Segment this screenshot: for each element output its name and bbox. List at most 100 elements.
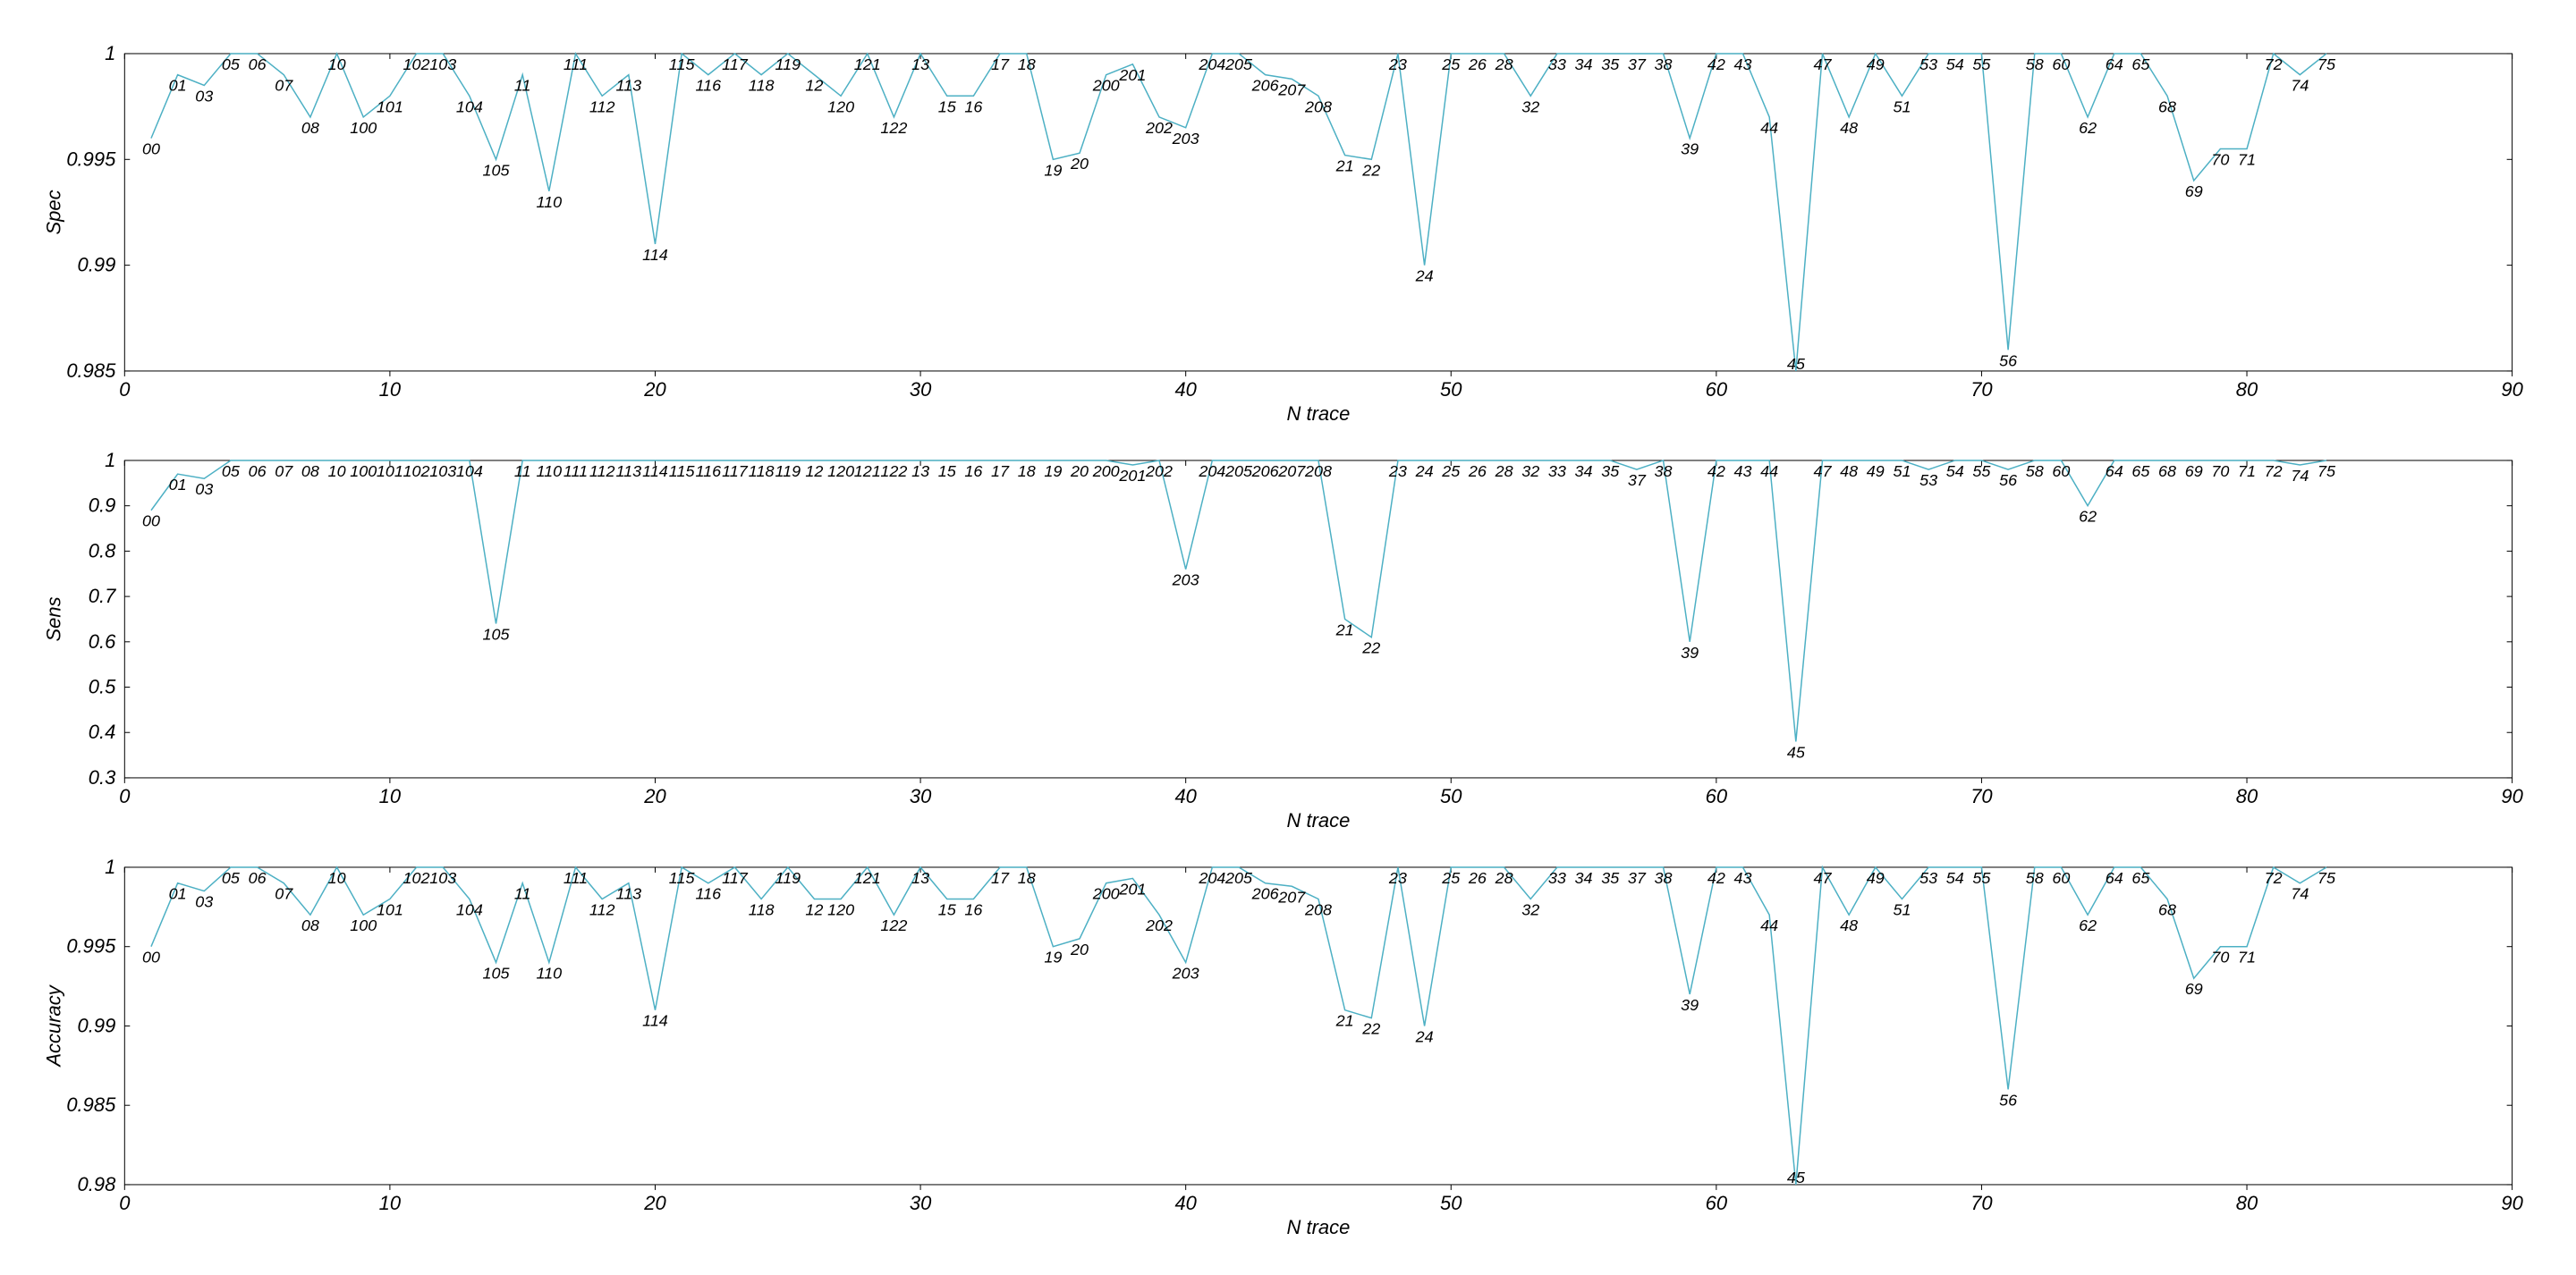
point-label: 03 — [195, 87, 213, 105]
point-label: 11 — [514, 462, 531, 480]
point-label: 13 — [911, 462, 929, 480]
point-label: 55 — [1972, 869, 1991, 887]
point-label: 18 — [1018, 462, 1036, 480]
x-tick-label: 80 — [2236, 785, 2258, 807]
point-label: 114 — [642, 246, 668, 264]
point-label: 110 — [537, 462, 563, 480]
point-label: 34 — [1575, 462, 1593, 480]
x-tick-label: 40 — [1174, 1192, 1197, 1214]
point-label: 43 — [1734, 55, 1752, 73]
x-tick-label: 60 — [1706, 378, 1728, 401]
x-axis-label: N trace — [1287, 1216, 1351, 1238]
point-label: 58 — [2026, 55, 2044, 73]
point-label: 21 — [1335, 1011, 1354, 1029]
point-label: 112 — [589, 462, 615, 480]
point-label: 19 — [1044, 161, 1062, 179]
point-label: 207 — [1277, 462, 1306, 480]
point-label: 53 — [1919, 471, 1937, 489]
point-label: 122 — [880, 916, 907, 934]
point-label: 118 — [749, 900, 775, 918]
x-tick-label: 60 — [1706, 785, 1728, 807]
point-label: 56 — [1999, 1091, 2017, 1109]
x-tick-label: 20 — [643, 378, 666, 401]
point-label: 51 — [1893, 900, 1911, 918]
x-axis-label: N trace — [1287, 402, 1351, 425]
point-label: 13 — [911, 869, 929, 887]
point-label: 00 — [142, 512, 160, 530]
point-label: 70 — [2211, 462, 2229, 480]
point-label: 23 — [1388, 462, 1407, 480]
point-label: 207 — [1277, 888, 1306, 906]
point-label: 60 — [2052, 869, 2070, 887]
point-label: 120 — [827, 900, 854, 918]
point-label: 121 — [854, 462, 881, 480]
y-tick-label: 0.7 — [89, 585, 116, 607]
point-label: 102 — [403, 869, 430, 887]
x-tick-label: 10 — [379, 1192, 402, 1214]
point-label: 110 — [537, 964, 563, 982]
point-label: 17 — [991, 869, 1010, 887]
point-label: 70 — [2211, 150, 2229, 168]
point-label: 51 — [1893, 462, 1911, 480]
point-label: 113 — [616, 77, 642, 95]
y-tick-label: 0.995 — [66, 148, 116, 170]
point-label: 00 — [142, 948, 160, 966]
point-label: 105 — [483, 625, 511, 643]
point-label: 01 — [169, 77, 187, 95]
point-label: 71 — [2238, 462, 2256, 480]
point-label: 208 — [1304, 900, 1332, 918]
point-label: 03 — [195, 892, 213, 910]
point-label: 07 — [275, 884, 293, 902]
point-label: 58 — [2026, 869, 2044, 887]
point-label: 204 — [1198, 869, 1225, 887]
point-label: 05 — [222, 55, 241, 73]
point-label: 12 — [805, 462, 823, 480]
point-label: 28 — [1495, 462, 1513, 480]
point-label: 37 — [1628, 55, 1647, 73]
point-label: 54 — [1946, 462, 1964, 480]
y-tick-label: 0.985 — [66, 1093, 116, 1116]
point-label: 54 — [1946, 55, 1964, 73]
point-label: 56 — [1999, 471, 2017, 489]
y-tick-label: 0.99 — [78, 1014, 116, 1036]
point-label: 205 — [1224, 55, 1253, 73]
point-label: 51 — [1893, 97, 1911, 115]
point-label: 100 — [350, 462, 377, 480]
point-label: 116 — [695, 884, 721, 902]
point-label: 43 — [1734, 462, 1752, 480]
point-label: 62 — [2079, 119, 2097, 137]
point-label: 206 — [1251, 462, 1279, 480]
point-label: 204 — [1198, 462, 1225, 480]
point-label: 07 — [275, 77, 293, 95]
point-label: 55 — [1972, 55, 1991, 73]
x-tick-label: 30 — [910, 378, 932, 401]
y-tick-label: 0.6 — [89, 630, 116, 653]
point-label: 28 — [1495, 869, 1513, 887]
y-tick-label: 0.995 — [66, 934, 116, 957]
point-label: 122 — [880, 462, 907, 480]
point-label: 64 — [2106, 869, 2123, 887]
point-label: 65 — [2131, 462, 2150, 480]
point-label: 08 — [301, 119, 319, 137]
point-label: 121 — [854, 55, 881, 73]
point-label: 20 — [1070, 155, 1089, 173]
point-label: 44 — [1760, 119, 1778, 137]
point-label: 118 — [749, 462, 775, 480]
point-label: 08 — [301, 916, 319, 934]
point-label: 69 — [2185, 462, 2203, 480]
point-label: 16 — [964, 97, 982, 115]
point-label: 116 — [695, 77, 721, 95]
point-label: 104 — [456, 462, 483, 480]
point-label: 206 — [1251, 884, 1279, 902]
point-label: 103 — [429, 55, 456, 73]
point-label: 201 — [1118, 66, 1146, 84]
point-label: 38 — [1655, 55, 1673, 73]
point-label: 21 — [1335, 157, 1354, 175]
point-label: 205 — [1224, 462, 1253, 480]
point-label: 60 — [2052, 55, 2070, 73]
point-label: 68 — [2158, 462, 2176, 480]
point-label: 25 — [1441, 55, 1461, 73]
point-label: 103 — [429, 869, 456, 887]
point-label: 202 — [1145, 462, 1173, 480]
point-label: 44 — [1760, 462, 1778, 480]
